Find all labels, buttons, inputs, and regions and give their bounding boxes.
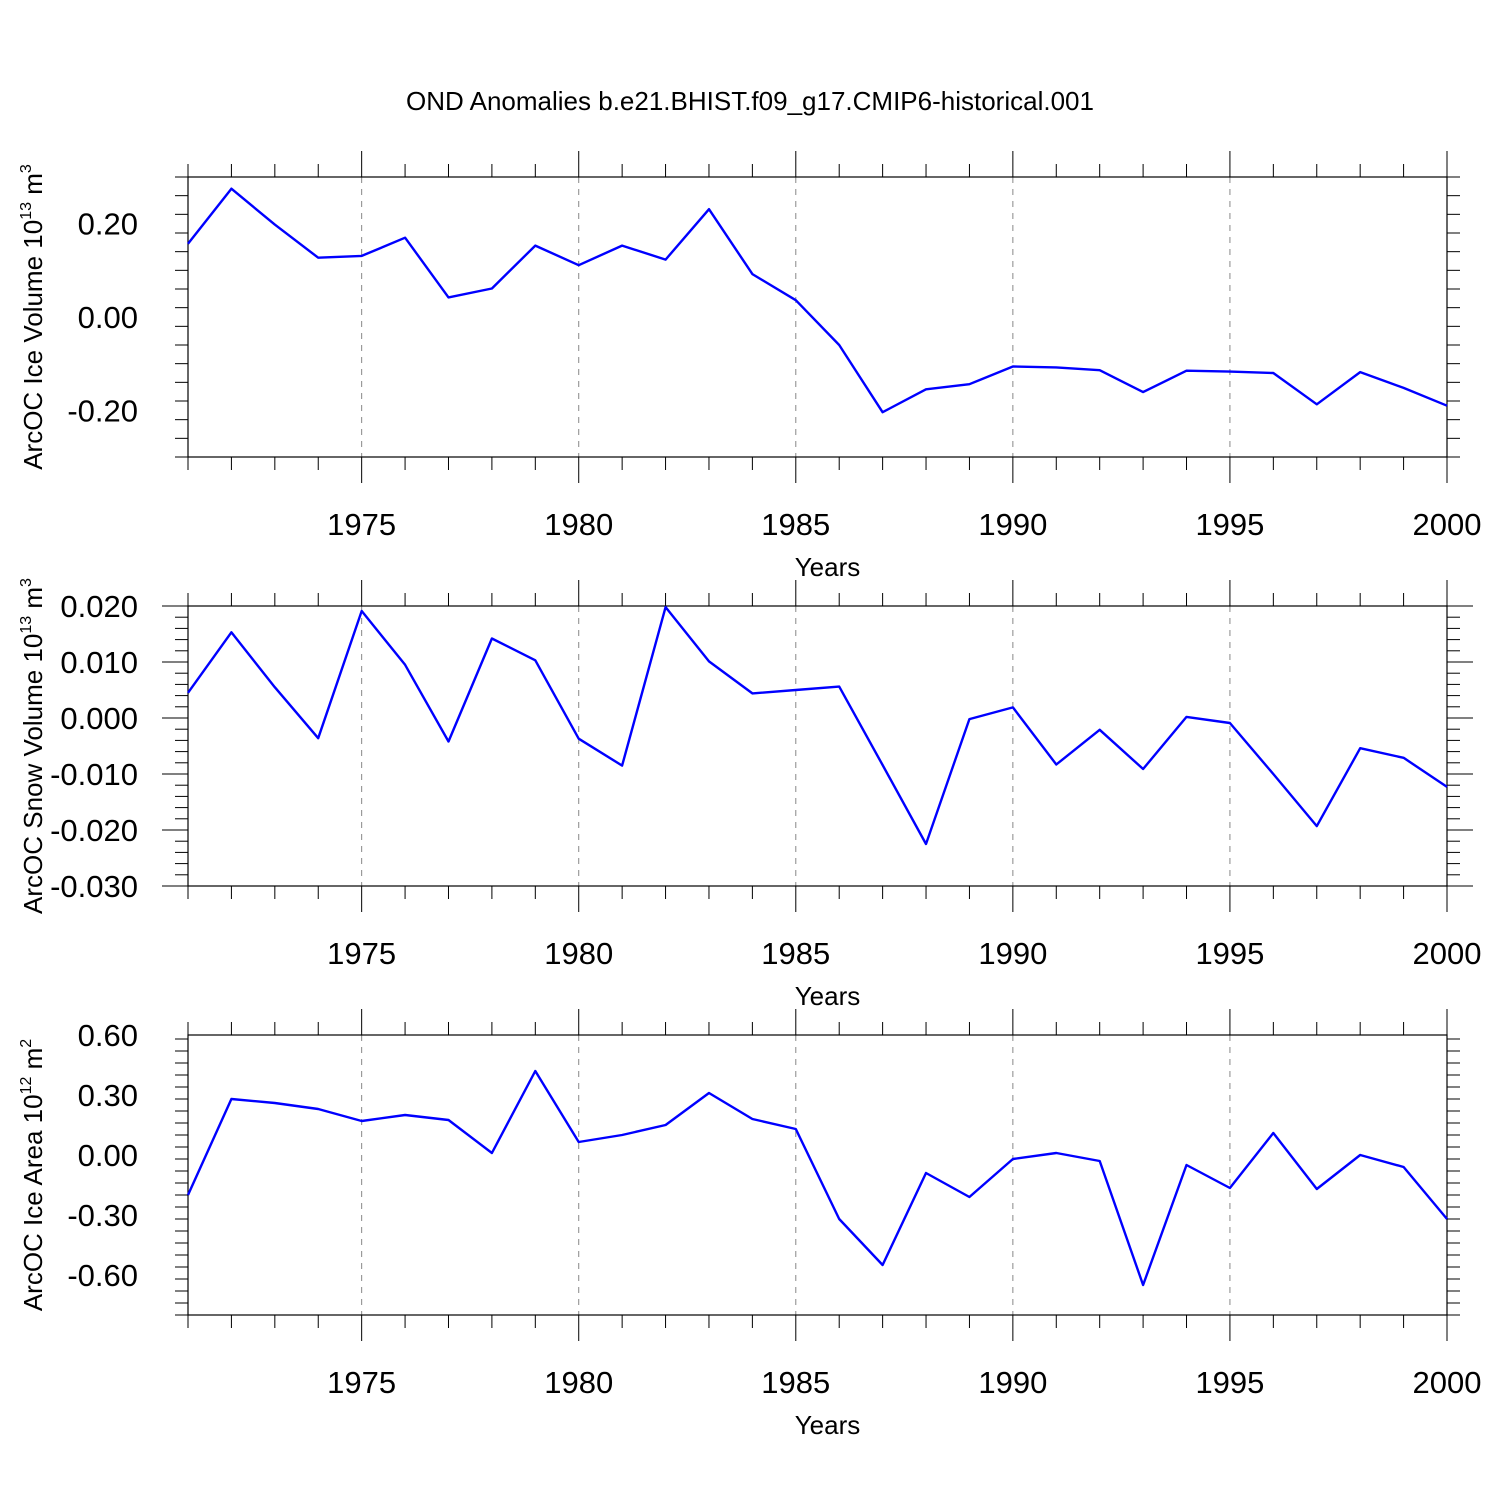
x-tick-label: 1985: [761, 1365, 830, 1400]
x-tick-label: 1980: [544, 1365, 613, 1400]
y-tick-label: 0.00: [78, 300, 138, 335]
x-tick-label: 1995: [1195, 507, 1264, 542]
x-tick-label: 1990: [978, 1365, 1047, 1400]
y-axis-title: ArcOC Ice Volume 1013 m3: [18, 164, 48, 470]
x-tick-label: 1995: [1195, 1365, 1264, 1400]
y-tick-label: 0.000: [60, 701, 138, 736]
chart-panel-1: 0.20 0.00 -0.20 1975 1980 1985 1990 1995 2000 Yea…: [18, 151, 1481, 582]
x-tick-label: 2000: [1413, 936, 1482, 971]
chart-panel-3: 0.60 0.30 0.00 -0.30 -0.60 1975 1980 1985 1990 19…: [18, 1009, 1481, 1440]
y-axis-title-main: ArcOC Ice Volume 10: [18, 220, 48, 470]
x-tick-label: 1975: [327, 936, 396, 971]
y-tick-label: 0.010: [60, 645, 138, 680]
y-axis-title: ArcOC Ice Area 1012 m2: [18, 1039, 48, 1311]
x-axis-title: Years: [795, 1410, 861, 1440]
chart-panel-2: 0.020 0.010 0.000 -0.010 -0.020 -0.030 1975 198…: [18, 578, 1481, 1011]
y-tick-label: 0.30: [78, 1078, 138, 1113]
x-tick-label: 1980: [544, 936, 613, 971]
y-tick-label: -0.20: [67, 393, 138, 428]
y-tick-label: 0.20: [78, 207, 138, 242]
y-axis-title-unit-exponent: 3: [18, 164, 35, 173]
x-tick-label: 2000: [1413, 1365, 1482, 1400]
y-tick-label: -0.010: [50, 757, 138, 792]
y-axis-title-main: ArcOC Snow Volume 10: [18, 634, 48, 914]
y-axis-title: ArcOC Snow Volume 1013 m3: [18, 578, 48, 914]
plot-frame: [187, 605, 1448, 887]
y-tick-label: -0.60: [67, 1258, 138, 1293]
y-axis-title-unit: m: [18, 173, 48, 202]
y-axis-title-unit-exponent: 3: [18, 578, 35, 587]
x-tick-label: 1985: [761, 507, 830, 542]
series-line: [187, 605, 1448, 846]
y-axis-title-unit: m: [18, 1048, 48, 1077]
y-tick-label: 0.00: [78, 1138, 138, 1173]
y-tick-label: 0.60: [78, 1018, 138, 1053]
y-axis-title-exponent: 12: [18, 1077, 35, 1095]
x-tick-label: 1975: [327, 1365, 396, 1400]
y-axis-title-exponent: 13: [18, 616, 35, 634]
x-tick-label: 1990: [978, 507, 1047, 542]
x-tick-label: 1995: [1195, 936, 1264, 971]
y-axis-title-exponent: 13: [18, 202, 35, 220]
y-axis-title-unit-exponent: 2: [18, 1039, 35, 1048]
y-axis-title-main: ArcOC Ice Area 10: [18, 1094, 48, 1311]
plot-frame: [187, 1034, 1448, 1316]
y-tick-label: -0.020: [50, 813, 138, 848]
y-tick-label: -0.030: [50, 869, 138, 904]
series-line: [187, 187, 1448, 414]
x-tick-label: 1980: [544, 507, 613, 542]
x-axis-title: Years: [795, 552, 861, 582]
y-tick-label: 0.020: [60, 589, 138, 624]
y-axis-title-unit: m: [18, 587, 48, 616]
x-axis-title: Years: [795, 981, 861, 1011]
figure-title: OND Anomalies b.e21.BHIST.f09_g17.CMIP6-…: [406, 86, 1094, 116]
x-tick-label: 2000: [1413, 507, 1482, 542]
series-line: [186, 1069, 1448, 1287]
y-tick-label: -0.30: [67, 1198, 138, 1233]
panels: 0.20 0.00 -0.20 1975 1980 1985 1990 1995 2000 Yea…: [18, 151, 1481, 1440]
plot-frame: [187, 176, 1448, 458]
x-tick-label: 1990: [978, 936, 1047, 971]
x-tick-label: 1975: [327, 507, 396, 542]
x-tick-label: 1985: [761, 936, 830, 971]
